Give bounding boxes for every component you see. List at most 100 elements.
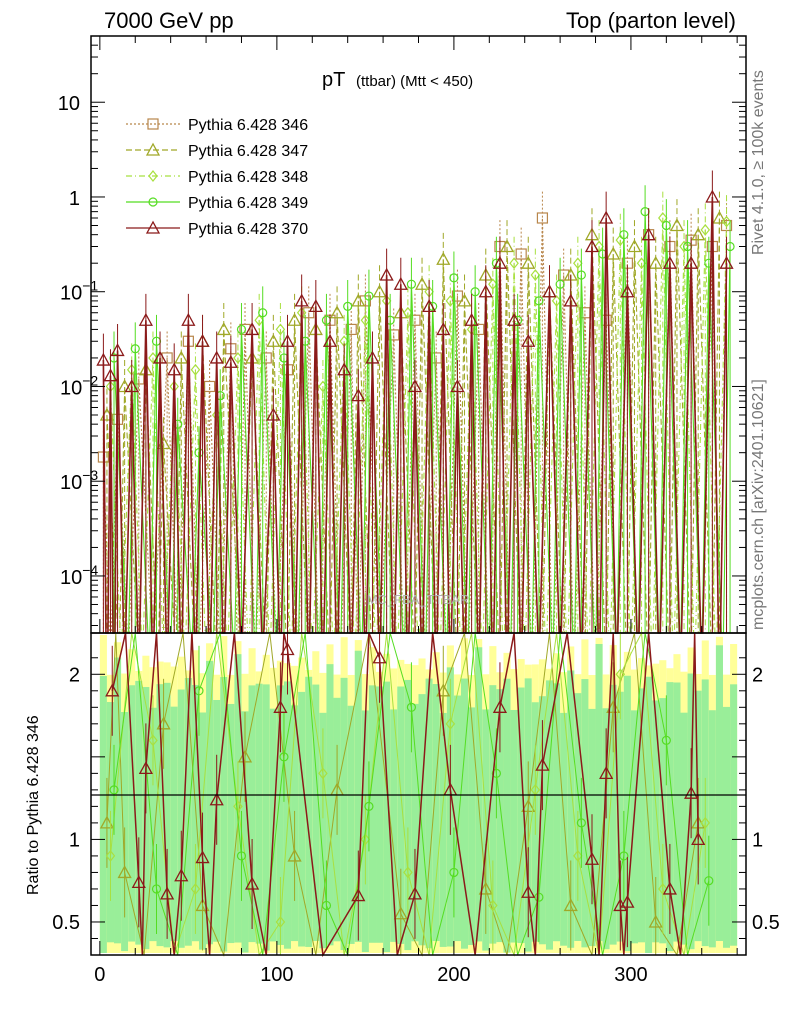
ratio-y-label: Ratio to Pythia 6.428 346 [25, 715, 42, 895]
legend-entry: Pythia 6.428 349 [126, 195, 308, 212]
data-point [321, 900, 332, 911]
data-point [308, 299, 323, 313]
band-green [489, 685, 497, 944]
data-point [445, 717, 456, 730]
data-point [558, 269, 570, 281]
data-point [236, 324, 247, 335]
data-point [521, 255, 536, 269]
data-point [521, 884, 536, 898]
data-point [216, 322, 231, 336]
band-green [602, 708, 610, 950]
data-point [364, 801, 374, 811]
data-point [372, 650, 387, 664]
series-line [105, 191, 732, 634]
watermark: MC_FBA_TTBAR [367, 592, 470, 607]
data-point [470, 287, 480, 297]
data-point [209, 792, 224, 806]
main-y-axis: 10 1 10−1 10−2 10−3 10−4 [58, 35, 746, 626]
data-point [109, 785, 119, 795]
band-green [708, 710, 716, 948]
data-point [138, 761, 153, 775]
band-green [227, 703, 235, 944]
data-point [662, 881, 677, 895]
band-green [439, 712, 447, 947]
band-green [496, 689, 504, 943]
data-point [174, 350, 189, 364]
band-green [262, 684, 270, 951]
data-point [105, 849, 116, 862]
y-tick-label: 10 [58, 93, 80, 115]
legend-label: Pythia 6.428 346 [188, 117, 308, 134]
data-point [615, 668, 626, 681]
data-point [684, 785, 699, 799]
data-point [236, 851, 247, 861]
data-point [160, 886, 175, 900]
data-point [147, 118, 159, 130]
band-green [666, 682, 674, 952]
band-green [616, 691, 624, 942]
data-point [343, 301, 353, 311]
data-point [280, 642, 295, 656]
data-point [279, 752, 289, 762]
band-green [510, 709, 518, 943]
ratio-y-tick-label-right: 2 [752, 664, 763, 686]
band-green [368, 685, 377, 943]
band-green [673, 682, 681, 942]
data-point [691, 832, 706, 846]
band-green [638, 688, 646, 943]
data-point [145, 142, 161, 156]
band-green [411, 703, 419, 942]
data-point [662, 255, 677, 269]
band-green [128, 685, 136, 942]
x-tick-label: 200 [437, 964, 470, 986]
band-green [114, 657, 122, 944]
legend: Pythia 6.428 346 Pythia 6.428 347 Pythia 6… [126, 117, 308, 238]
data-point [223, 354, 238, 368]
data-point [195, 333, 210, 347]
data-point [719, 255, 734, 269]
band-green [560, 712, 568, 946]
data-point [679, 240, 689, 253]
data-point [133, 373, 145, 385]
band-green [630, 710, 639, 944]
band-green [567, 670, 575, 948]
data-point [379, 267, 394, 281]
band-green [609, 684, 617, 945]
data-point [360, 833, 371, 846]
data-point [117, 865, 132, 879]
data-point [700, 223, 711, 236]
data-point [345, 323, 357, 336]
band-green [538, 696, 546, 945]
header-left: 7000 GeV pp [104, 8, 234, 33]
title-main: pT [322, 69, 345, 91]
x-tick-label: 0 [94, 964, 105, 986]
data-point [436, 683, 451, 697]
data-point [506, 312, 522, 326]
band-green [319, 712, 327, 949]
band-green [163, 682, 171, 948]
data-point [393, 276, 408, 290]
band-green [326, 664, 334, 946]
data-point [280, 333, 295, 347]
data-point [237, 749, 253, 763]
band-green [418, 694, 426, 946]
data-point [627, 239, 642, 253]
band-green [659, 698, 667, 944]
band-green [475, 647, 483, 942]
data-point [167, 362, 182, 376]
ratio-y-axis: 0.5 0.5 1 1 2 2 [52, 657, 780, 939]
band-green [715, 645, 723, 942]
data-point [351, 888, 366, 902]
data-point [329, 305, 345, 319]
data-point [620, 284, 635, 298]
data-point [273, 699, 288, 713]
data-point [563, 898, 578, 912]
band-green [241, 711, 249, 953]
data-point [620, 894, 635, 908]
y-tick-label: 10−4 [60, 562, 98, 589]
data-point [287, 312, 302, 326]
data-point [266, 407, 281, 421]
y-tick-label: 1 [69, 188, 80, 210]
data-point [599, 766, 614, 780]
data-point [536, 212, 549, 224]
